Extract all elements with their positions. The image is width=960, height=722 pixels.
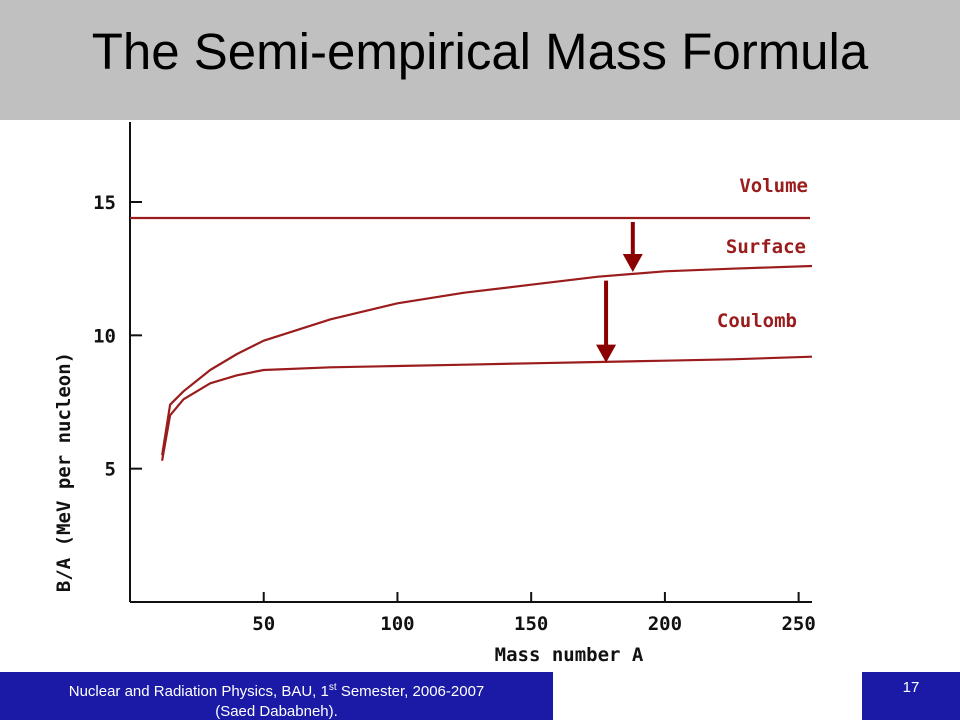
chart-labels: Volume Surface Coulomb [717,175,808,332]
footer-citation: Nuclear and Radiation Physics, BAU, 1st … [0,672,553,720]
chart-series [130,216,813,461]
x-tick-label: 150 [514,613,548,635]
y-axis-title: B/A (MeV per nucleon) [53,352,75,592]
chart-arrows [596,222,643,363]
mass-formula-chart: 50 100 150 200 250 5 10 15 Volume Surface Coulomb… [53,122,816,666]
x-tick-label: 200 [648,613,682,635]
series-line-coulomb [161,355,813,461]
page-title: The Semi-empirical Mass Formula [91,23,869,80]
title-bar [0,0,960,120]
footer-text-pre: Nuclear and Radiation Physics, BAU, 1 [68,683,329,700]
y-tick-label: 5 [105,459,116,481]
x-tick-label: 100 [380,613,414,635]
footer-text-post: Semester, 2006-2007 [336,683,485,700]
series-label-surface: Surface [726,236,806,258]
series-label-coulomb: Coulomb [717,310,797,332]
chart-axes [129,122,812,603]
series-line-surface [161,264,813,456]
series-label-volume: Volume [739,175,808,197]
page-number: 17 [862,672,960,720]
y-tick-label: 15 [93,192,116,214]
footer-text-line2: (Saed Dababneh). [215,703,338,720]
x-axis-title: Mass number A [495,644,644,666]
footer-text-sup: st [328,682,337,693]
y-tick-label: 10 [93,325,116,347]
arrow-head-1 [622,254,643,272]
arrow-head-2 [596,344,617,363]
x-tick-label: 50 [252,613,275,635]
chart-ticks: 50 100 150 200 250 5 10 15 [93,192,816,635]
x-tick-label: 250 [781,613,815,635]
